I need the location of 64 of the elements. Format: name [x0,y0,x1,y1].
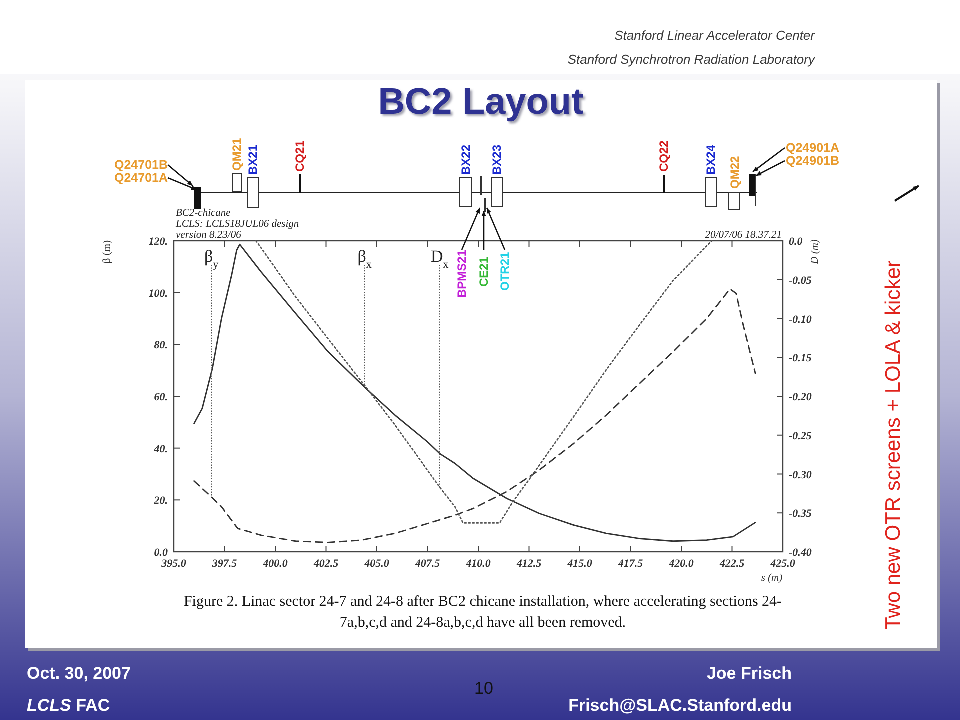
y-tick-label: 20. [153,495,168,508]
x-tick-label: 420.0 [668,558,694,570]
x-tick-label: 400.0 [262,558,288,570]
y2-tick-label: -0.05 [789,274,812,287]
text: BC2-chicane [176,208,232,219]
text: BX21 [246,144,260,175]
annotation: BPMS21 [455,250,469,298]
text: LCLS: LCLS18JUL06 design [175,219,300,230]
y-tick-label: 60. [154,392,168,404]
text: Two new OTR screens + LOLA & kicker [882,260,905,630]
text: 20/07/06 18.37.21 [705,230,782,241]
x-tick-label: 422.5 [718,558,746,570]
text: version 8.23/06 [176,230,242,241]
text: Stanford Linear Accelerator Center [614,28,816,43]
x-tick-label: 417.5 [617,558,644,570]
x-tick-label: 395.0 [160,558,187,570]
chart-title: BC2 Layout [378,81,584,122]
text: Joe Frisch [706,664,792,683]
y-tick-label: 120. [148,236,168,248]
annotation: β$_{y}$ [204,247,220,271]
y2-tick-label: -0.35 [789,508,812,520]
text: CQ22 [657,140,671,172]
text: Frisch@SLAC.Stanford.edu [568,696,792,715]
y2-tick-label: -0.15 [789,352,812,365]
text: 10 [474,679,494,698]
text: CQ21 [293,140,307,172]
text: Q24901A [786,141,840,155]
text: LCLS FAC [27,696,110,715]
y2-tick-label: -0.25 [789,430,812,442]
text: Q24701B [114,158,168,172]
y2-tick-label: -0.20 [789,392,812,404]
text: BX22 [459,144,473,175]
y2-tick-label: 0.0 [789,236,804,248]
y-tick-label: 40. [153,443,168,456]
caption: Figure 2. Linac sector 24-7 and 24-8 after BC2 chicane installation, where accelerating sections 24-7a,b,c,d and 24-8a,b,c,d have all been removed. [184,594,782,631]
x-tick-label: 402.5 [312,558,340,570]
text: Q24901B [786,154,840,168]
x-axis-title: s (m) [761,573,784,584]
x-tick-label: 407.5 [414,558,441,570]
y-tick-label: 0.0 [154,547,168,559]
text: Stanford Synchrotron Radiation Laboratory [568,52,816,67]
text: Q24701A [114,171,168,185]
y2-tick-label: -0.10 [789,314,812,326]
y-tick-label: 100. [148,288,168,300]
text: BX24 [704,144,718,175]
x-tick-label: 412.5 [516,558,542,570]
x-tick-label: 425.0 [770,558,796,570]
x-tick-label: 397.5 [211,558,238,570]
text: QM21 [230,138,244,171]
y2-tick-label: -0.30 [789,469,812,482]
text: QM22 [728,156,742,189]
y2-axis-title: D (m) [810,239,821,266]
x-tick-label: 405.0 [364,558,390,570]
annotation: D$_{x}$ [431,247,450,271]
y2-tick-label: -0.40 [789,547,812,559]
annotation: CE21 [477,256,491,287]
annotation: OTR21 [498,252,512,291]
y-axis-title: β (m) [102,240,113,264]
x-tick-label: 410.0 [465,558,492,570]
text: Oct. 30, 2007 [27,664,131,683]
y-tick-label: 80. [154,340,168,352]
x-tick-label: 415.0 [566,558,593,570]
annotation: β$_{x}$ [358,247,372,271]
text: BX23 [490,144,504,175]
